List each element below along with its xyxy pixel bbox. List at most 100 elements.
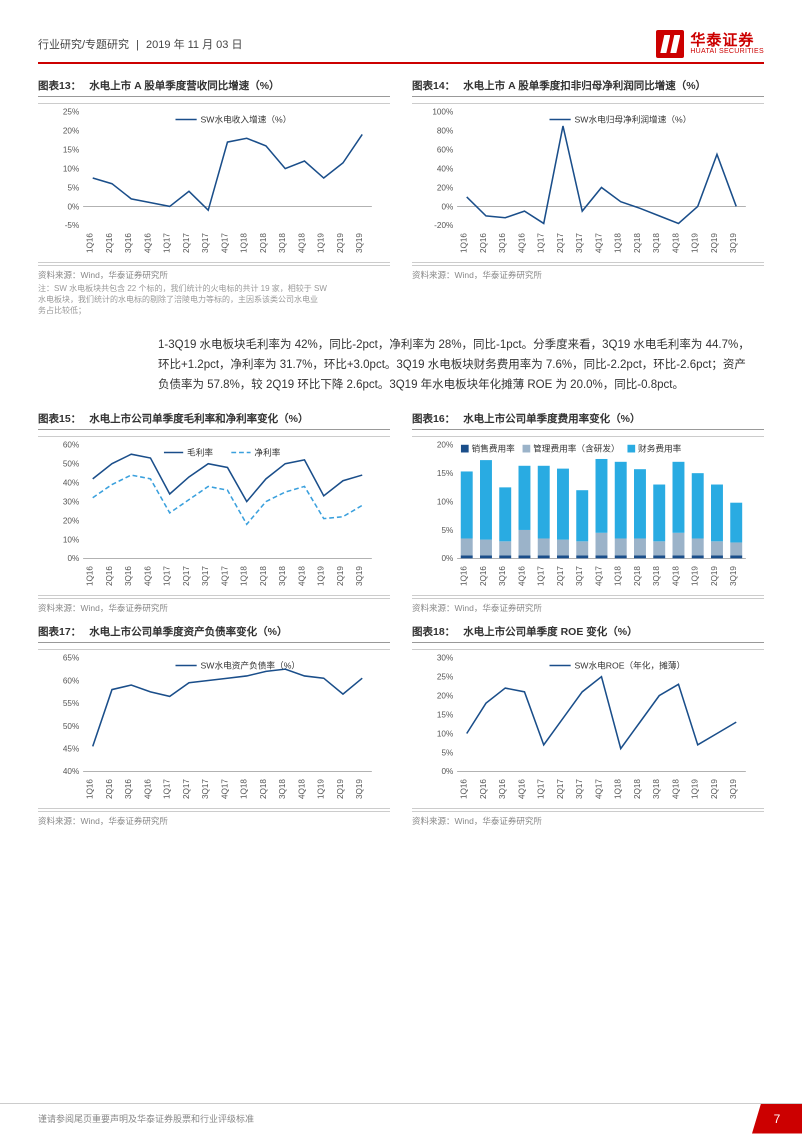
svg-text:40%: 40%	[437, 164, 453, 173]
svg-text:1Q19: 1Q19	[317, 779, 326, 799]
svg-text:60%: 60%	[63, 676, 79, 685]
svg-text:15%: 15%	[437, 710, 453, 719]
page-header: 行业研究/专题研究 | 2019 年 11 月 03 日 华泰证券 HUATAI…	[38, 30, 764, 64]
svg-text:40%: 40%	[63, 478, 79, 487]
svg-text:1Q19: 1Q19	[691, 233, 700, 253]
svg-text:3Q18: 3Q18	[652, 566, 661, 586]
page-footer: 谨请参阅尾页重要声明及华泰证券股票和行业评级标准 7	[0, 1103, 802, 1133]
svg-text:2Q18: 2Q18	[259, 566, 268, 586]
chart-source: 资料来源：Wind，华泰证券研究所	[38, 265, 390, 281]
svg-text:4Q18: 4Q18	[671, 566, 680, 586]
chart-16: 图表16：水电上市公司单季度费用率变化（%） 0%5%10%15%20%1Q16…	[412, 411, 764, 614]
svg-text:10%: 10%	[437, 497, 453, 506]
svg-text:4Q16: 4Q16	[143, 779, 152, 799]
logo-cn: 华泰证券	[690, 33, 764, 48]
svg-text:2Q16: 2Q16	[105, 566, 114, 586]
body-paragraph: 1-3Q19 水电板块毛利率为 42%，同比-2pct，净利率为 28%，同比-…	[158, 335, 764, 395]
svg-text:5%: 5%	[441, 748, 453, 757]
svg-text:3Q18: 3Q18	[278, 233, 287, 253]
svg-text:4Q18: 4Q18	[297, 566, 306, 586]
chart-15: 图表15：水电上市公司单季度毛利率和净利率变化（%） 0%10%20%30%40…	[38, 411, 390, 614]
svg-text:-20%: -20%	[434, 221, 453, 230]
svg-text:0%: 0%	[441, 554, 453, 563]
svg-text:SW水电ROE（年化，摊薄）: SW水电ROE（年化，摊薄）	[575, 659, 686, 670]
svg-text:4Q17: 4Q17	[220, 566, 229, 586]
svg-text:0%: 0%	[441, 767, 453, 776]
svg-text:3Q19: 3Q19	[729, 779, 738, 799]
svg-text:2Q18: 2Q18	[259, 233, 268, 253]
svg-text:3Q17: 3Q17	[201, 779, 210, 799]
svg-text:15%: 15%	[437, 469, 453, 478]
top-charts-row: 图表13：水电上市 A 股单季度营收同比增速（%） -5%0%5%10%15%2…	[38, 78, 764, 317]
svg-text:3Q19: 3Q19	[729, 233, 738, 253]
svg-text:15%: 15%	[63, 146, 79, 155]
svg-text:30%: 30%	[437, 654, 453, 663]
svg-text:1Q19: 1Q19	[317, 233, 326, 253]
chart-18: 图表18：水电上市公司单季度 ROE 变化（%） 0%5%10%15%20%25…	[412, 624, 764, 827]
svg-text:10%: 10%	[63, 164, 79, 173]
svg-text:4Q16: 4Q16	[143, 233, 152, 253]
svg-text:3Q18: 3Q18	[278, 566, 287, 586]
svg-text:1Q16: 1Q16	[86, 566, 95, 586]
header-left: 行业研究/专题研究 | 2019 年 11 月 03 日	[38, 36, 242, 52]
svg-text:2Q19: 2Q19	[336, 566, 345, 586]
svg-text:1Q16: 1Q16	[460, 233, 469, 253]
svg-text:2Q16: 2Q16	[105, 233, 114, 253]
svg-text:80%: 80%	[437, 127, 453, 136]
svg-text:4Q18: 4Q18	[671, 779, 680, 799]
svg-text:5%: 5%	[67, 183, 79, 192]
svg-text:25%: 25%	[437, 673, 453, 682]
svg-text:4Q18: 4Q18	[297, 779, 306, 799]
footer-disclaimer: 谨请参阅尾页重要声明及华泰证券股票和行业评级标准	[38, 1112, 254, 1125]
svg-text:1Q17: 1Q17	[537, 779, 546, 799]
svg-text:3Q17: 3Q17	[201, 566, 210, 586]
svg-text:3Q18: 3Q18	[652, 779, 661, 799]
svg-text:-5%: -5%	[65, 221, 80, 230]
svg-text:4Q18: 4Q18	[297, 233, 306, 253]
svg-text:2Q19: 2Q19	[336, 233, 345, 253]
svg-text:50%: 50%	[63, 460, 79, 469]
svg-text:3Q19: 3Q19	[355, 566, 364, 586]
svg-text:3Q17: 3Q17	[201, 233, 210, 253]
svg-text:4Q16: 4Q16	[517, 566, 526, 586]
svg-text:3Q19: 3Q19	[729, 566, 738, 586]
svg-text:4Q17: 4Q17	[594, 233, 603, 253]
svg-text:2Q18: 2Q18	[633, 233, 642, 253]
svg-text:2Q16: 2Q16	[479, 566, 488, 586]
svg-text:1Q16: 1Q16	[86, 233, 95, 253]
svg-text:3Q19: 3Q19	[355, 779, 364, 799]
huatai-logo-icon	[656, 30, 684, 58]
svg-text:3Q17: 3Q17	[575, 233, 584, 253]
svg-text:1Q18: 1Q18	[240, 566, 249, 586]
svg-text:3Q19: 3Q19	[355, 233, 364, 253]
svg-text:20%: 20%	[437, 691, 453, 700]
page-number: 7	[752, 1104, 802, 1134]
chart-note: 注：SW 水电板块共包含 22 个标的，我们统计的火电标的共计 19 家，相较于…	[38, 283, 390, 317]
svg-text:4Q17: 4Q17	[594, 566, 603, 586]
logo-en: HUATAI SECURITIES	[690, 48, 764, 55]
svg-text:0%: 0%	[67, 554, 79, 563]
svg-text:1Q18: 1Q18	[614, 566, 623, 586]
svg-text:65%: 65%	[63, 654, 79, 663]
chart-source: 资料来源：Wind，华泰证券研究所	[38, 598, 390, 614]
svg-text:2Q18: 2Q18	[259, 779, 268, 799]
svg-text:1Q18: 1Q18	[614, 233, 623, 253]
svg-text:55%: 55%	[63, 699, 79, 708]
svg-text:4Q16: 4Q16	[517, 233, 526, 253]
svg-text:20%: 20%	[437, 183, 453, 192]
svg-text:1Q19: 1Q19	[691, 779, 700, 799]
svg-text:1Q16: 1Q16	[460, 779, 469, 799]
svg-text:2Q17: 2Q17	[556, 233, 565, 253]
svg-text:4Q16: 4Q16	[143, 566, 152, 586]
svg-text:30%: 30%	[63, 497, 79, 506]
svg-text:4Q18: 4Q18	[671, 233, 680, 253]
svg-text:2Q19: 2Q19	[710, 779, 719, 799]
svg-text:2Q17: 2Q17	[556, 779, 565, 799]
svg-text:2Q18: 2Q18	[633, 779, 642, 799]
svg-text:10%: 10%	[63, 535, 79, 544]
svg-text:2Q18: 2Q18	[633, 566, 642, 586]
svg-text:1Q16: 1Q16	[460, 566, 469, 586]
svg-text:SW水电收入增速（%）: SW水电收入增速（%）	[201, 113, 292, 124]
doc-category: 行业研究/专题研究	[38, 39, 129, 51]
svg-text:2Q17: 2Q17	[182, 233, 191, 253]
